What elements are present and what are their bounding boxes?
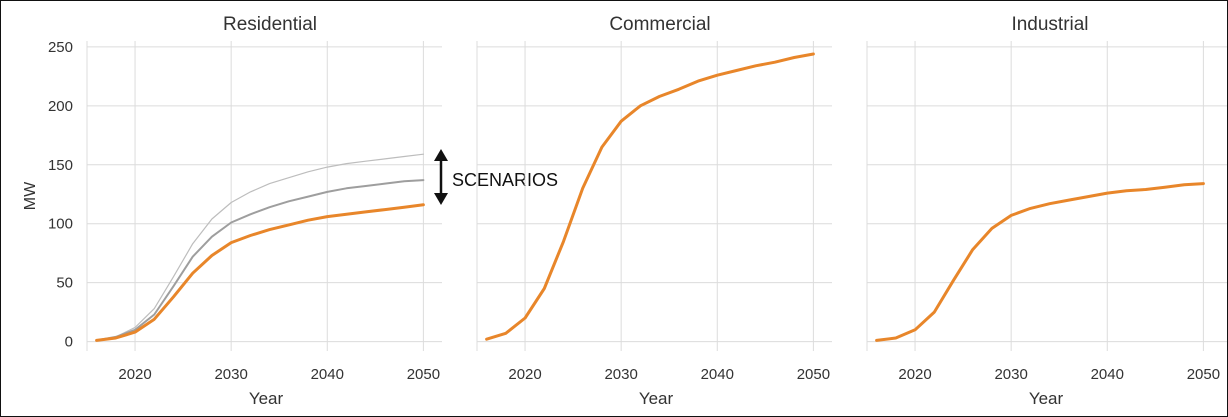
panel-industrial: 2020 2030 2040 2050 Industrial Year [866, 14, 1227, 408]
scenarios-annotation: SCENARIOS [434, 149, 558, 205]
baseline-series-line [875, 182, 1205, 342]
panel-residential: 0 50 100 150 200 250 2020 2030 2040 2050 Residenti… [22, 14, 558, 408]
arrow-up-icon [434, 149, 448, 161]
x-tick-label: 2020 [898, 366, 931, 383]
y-tick-label: 0 [65, 334, 73, 351]
x-tick-label: 2040 [1091, 366, 1124, 383]
x-axis-label: Year [1029, 389, 1064, 408]
x-tick-label: 2030 [604, 366, 637, 383]
y-tick-label: 150 [48, 157, 73, 174]
scenario-series-line [96, 153, 424, 341]
x-axis-label: Year [249, 389, 284, 408]
y-tick-label: 250 [48, 39, 73, 56]
y-tick-label: 200 [48, 98, 73, 115]
y-tick-label: 50 [56, 275, 73, 292]
x-tick-label: 2050 [1187, 366, 1220, 383]
scenario-series-line [95, 179, 425, 342]
panel-title: Residential [223, 14, 317, 35]
x-tick-label: 2030 [994, 366, 1027, 383]
panel-title: Industrial [1011, 14, 1088, 35]
x-tick-label: 2020 [508, 366, 541, 383]
x-axis-label: Year [639, 389, 674, 408]
panel-commercial: 2020 2030 2040 2050 Commercial Year [476, 14, 832, 408]
baseline-series-line [485, 52, 815, 341]
x-tick-label: 2040 [701, 366, 734, 383]
y-tick-label: 100 [48, 216, 73, 233]
x-tick-label: 2030 [214, 366, 247, 383]
scenarios-label: SCENARIOS [452, 170, 558, 190]
baseline-series-line [95, 203, 425, 342]
y-axis-label: MW [22, 181, 39, 210]
x-tick-label: 2050 [797, 366, 830, 383]
arrow-down-icon [434, 193, 448, 205]
x-tick-label: 2040 [311, 366, 344, 383]
x-tick-label: 2020 [118, 366, 151, 383]
panel-title: Commercial [609, 14, 710, 35]
x-tick-label: 2050 [407, 366, 440, 383]
